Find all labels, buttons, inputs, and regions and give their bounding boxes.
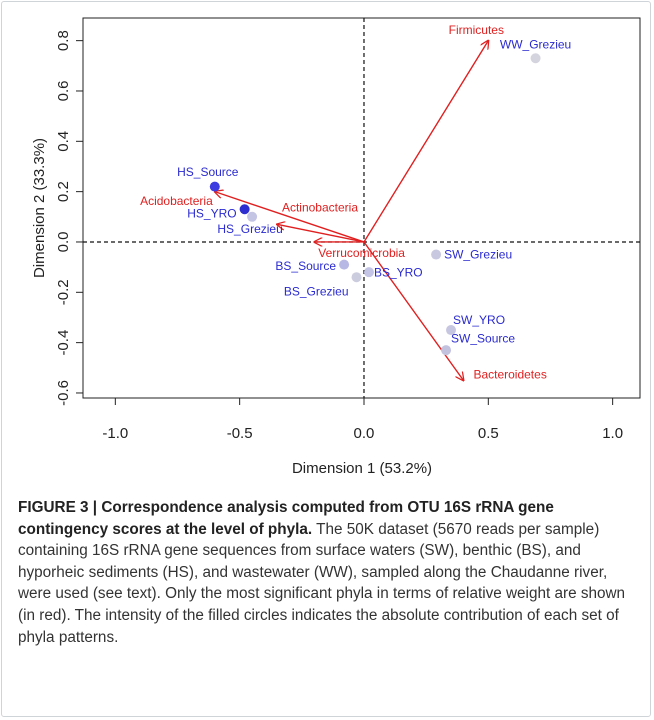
point-label: WW_Grezieu bbox=[500, 37, 571, 51]
point-label: SW_Source bbox=[451, 331, 515, 345]
point-label: HS_Source bbox=[177, 165, 239, 179]
caption: FIGURE 3 | Correspondence analysis compu… bbox=[18, 497, 640, 648]
point bbox=[446, 325, 457, 336]
point bbox=[431, 249, 442, 260]
y-tick-label: -0.4 bbox=[55, 330, 72, 356]
point bbox=[339, 259, 350, 270]
point bbox=[441, 345, 452, 356]
y-tick-label: -0.6 bbox=[55, 380, 72, 406]
y-tick-label: 0.2 bbox=[55, 181, 72, 202]
x-tick-label: -0.5 bbox=[227, 425, 253, 442]
caption-text: The 50K dataset (5670 reads per sample) … bbox=[18, 520, 626, 646]
arrow bbox=[363, 41, 488, 243]
y-tick-label: 0.0 bbox=[55, 232, 72, 253]
point-label: HS_Grezieu bbox=[217, 222, 282, 236]
point-label: SW_YRO bbox=[453, 313, 505, 327]
point-label: HS_YRO bbox=[187, 206, 236, 220]
arrow-label: Bacteroidetes bbox=[473, 368, 546, 382]
plot-box bbox=[82, 17, 641, 399]
y-tick-label: 0.6 bbox=[55, 81, 72, 102]
arrow-label: Actinobacteria bbox=[282, 201, 358, 215]
chart: Dimension 1 (53.2%) Dimension 2 (33.3%) … bbox=[31, 17, 641, 477]
x-tick-label: -1.0 bbox=[102, 425, 128, 442]
point bbox=[209, 181, 220, 192]
point-label: SW_Grezieu bbox=[444, 248, 512, 262]
arrow-label: Firmicutes bbox=[449, 23, 504, 37]
point-label: BS_YRO bbox=[374, 265, 423, 279]
arrow bbox=[277, 224, 365, 243]
y-tick-label: -0.2 bbox=[55, 279, 72, 305]
caption-label: FIGURE 3 | Correspondence analysis compu… bbox=[18, 499, 554, 538]
arrow-label: Verrucomicrobia bbox=[318, 246, 405, 260]
point-label: BS_Grezieu bbox=[284, 284, 349, 298]
y-tick-label: 0.8 bbox=[55, 30, 72, 51]
point bbox=[351, 272, 362, 283]
point bbox=[530, 53, 541, 64]
point bbox=[247, 211, 258, 222]
arrow-label: Acidobacteria bbox=[140, 194, 213, 208]
x-tick-label: 0.0 bbox=[354, 425, 375, 442]
arrow bbox=[363, 241, 463, 380]
y-tick-label: 0.4 bbox=[55, 131, 72, 152]
point-label: BS_Source bbox=[275, 259, 336, 273]
point bbox=[363, 267, 374, 278]
x-tick-label: 1.0 bbox=[602, 425, 623, 442]
x-tick-label: 0.5 bbox=[478, 425, 499, 442]
point bbox=[239, 204, 250, 215]
arrow bbox=[215, 192, 365, 243]
x-axis-label: Dimension 1 (53.2%) bbox=[292, 460, 432, 477]
y-axis-label: Dimension 2 (33.3%) bbox=[31, 138, 48, 278]
